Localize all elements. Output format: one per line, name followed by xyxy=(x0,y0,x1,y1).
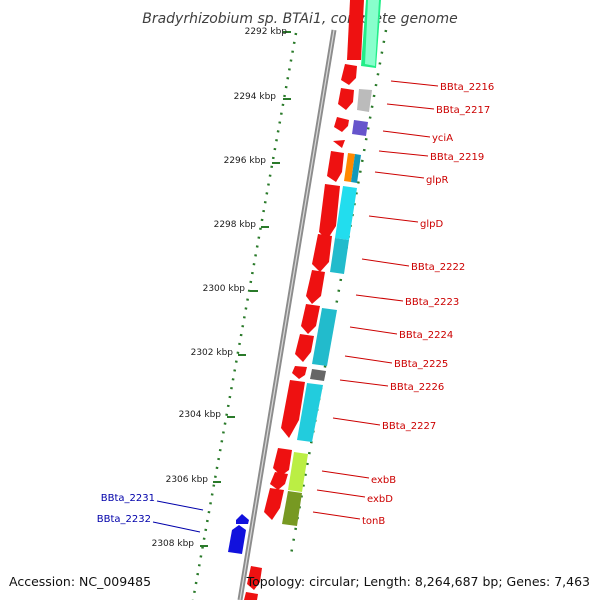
label-leader xyxy=(355,294,404,302)
feature-block[interactable] xyxy=(297,383,323,442)
genome-summary-text: Topology: circular; Length: 8,264,687 bp… xyxy=(246,574,590,589)
cds-feature[interactable] xyxy=(341,64,357,85)
gene-labels-left: BBta_2231 BBta_2232 xyxy=(97,493,204,533)
label-leader xyxy=(390,80,439,87)
cds-feature[interactable] xyxy=(244,592,258,600)
cds-feature[interactable] xyxy=(273,448,292,476)
gene-label[interactable]: yciA xyxy=(432,133,453,144)
cds-feature[interactable] xyxy=(306,270,325,304)
gene-labels-right: BBta_2216 BBta_2217 yciA BBta_2219 glpR … xyxy=(312,80,494,527)
feature-block[interactable] xyxy=(312,308,337,366)
kbp-label: 2298 kbp xyxy=(214,220,257,230)
label-leader xyxy=(382,130,431,138)
kbp-label: 2302 kbp xyxy=(191,348,234,358)
label-leader xyxy=(339,379,389,387)
kbp-label: 2294 kbp xyxy=(234,92,277,102)
label-leader xyxy=(349,326,398,335)
feature-block[interactable] xyxy=(344,153,355,182)
gene-label[interactable]: BBta_2219 xyxy=(430,152,484,163)
cds-feature[interactable] xyxy=(333,140,345,148)
cds-feature[interactable] xyxy=(334,117,349,132)
cds-track xyxy=(244,0,364,600)
kbp-label: 2292 kbp xyxy=(245,27,288,37)
gene-label[interactable]: BBta_2223 xyxy=(405,297,459,308)
cds-feature[interactable] xyxy=(327,151,344,182)
gene-label[interactable]: glpD xyxy=(420,219,443,230)
genome-backbone-highlight xyxy=(239,29,335,600)
feature-block[interactable] xyxy=(330,238,349,274)
gene-label[interactable]: exbD xyxy=(367,494,393,505)
label-leader xyxy=(368,215,419,223)
cds-feature[interactable] xyxy=(264,488,284,520)
label-leader xyxy=(361,258,410,267)
feature-block[interactable] xyxy=(357,89,372,112)
feature-color-track xyxy=(282,0,381,526)
feature-block[interactable] xyxy=(351,154,361,183)
cds-feature-left[interactable] xyxy=(228,525,246,554)
cds-feature[interactable] xyxy=(247,566,262,590)
cds-feature-left[interactable] xyxy=(236,514,249,524)
gene-label[interactable]: BBta_2224 xyxy=(399,330,453,341)
kbp-label: 2296 kbp xyxy=(224,156,267,166)
gene-label[interactable]: BBta_2227 xyxy=(382,421,436,432)
cds-feature[interactable] xyxy=(312,234,332,272)
cds-feature[interactable] xyxy=(347,0,364,60)
feature-block[interactable] xyxy=(282,491,302,526)
gene-label-left[interactable]: BBta_2232 xyxy=(97,514,151,525)
cds-feature[interactable] xyxy=(281,380,305,438)
label-leader xyxy=(312,511,361,520)
kbp-label: 2304 kbp xyxy=(179,410,222,420)
cds-feature[interactable] xyxy=(295,334,314,362)
gene-label[interactable]: BBta_2216 xyxy=(440,82,494,93)
cds-feature[interactable] xyxy=(319,184,340,240)
kbp-scale: 2292 kbp 2294 kbp 2296 kbp 2298 kbp 2300… xyxy=(152,27,291,549)
label-leader xyxy=(378,150,429,157)
gene-label[interactable]: tonB xyxy=(362,516,385,527)
label-leader xyxy=(152,521,201,533)
kbp-label: 2306 kbp xyxy=(166,475,209,485)
label-leader xyxy=(374,171,425,179)
scale-dotted-line xyxy=(191,32,298,600)
cds-feature[interactable] xyxy=(301,304,320,334)
gene-label[interactable]: BBta_2225 xyxy=(394,359,448,370)
feature-block-highlight xyxy=(365,0,379,66)
feature-block[interactable] xyxy=(352,120,368,136)
feature-dotted-line xyxy=(288,29,388,561)
cds-feature[interactable] xyxy=(292,366,307,379)
left-cds-track xyxy=(228,514,249,554)
gene-label-left[interactable]: BBta_2231 xyxy=(101,493,155,504)
cds-feature[interactable] xyxy=(338,88,354,110)
map-title: Bradyrhizobium sp. BTAi1, complete genom… xyxy=(142,11,458,27)
gene-label[interactable]: BBta_2217 xyxy=(436,105,490,116)
gene-label[interactable]: glpR xyxy=(426,175,448,186)
label-leader xyxy=(344,355,393,364)
label-leader xyxy=(316,489,366,498)
gene-label[interactable]: exbB xyxy=(371,475,396,486)
gene-label[interactable]: BBta_2222 xyxy=(411,262,465,273)
feature-block[interactable] xyxy=(310,369,326,381)
cds-feature[interactable] xyxy=(270,472,288,490)
label-leader xyxy=(332,417,381,426)
gene-label[interactable]: BBta_2226 xyxy=(390,382,444,393)
kbp-label: 2300 kbp xyxy=(203,284,246,294)
label-leader xyxy=(321,470,370,479)
feature-block[interactable] xyxy=(335,186,357,240)
kbp-label: 2308 kbp xyxy=(152,539,195,549)
feature-block[interactable] xyxy=(288,452,308,492)
accession-text: Accession: NC_009485 xyxy=(9,574,151,589)
label-leader xyxy=(156,500,204,511)
label-leader xyxy=(386,103,435,110)
